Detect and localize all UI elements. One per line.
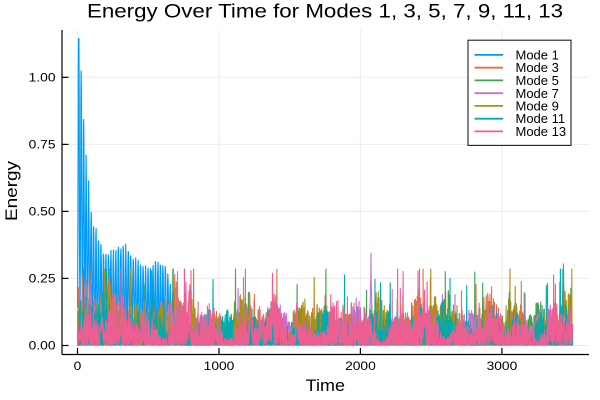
svg-text:1000: 1000 [204,360,235,373]
svg-text:0.00: 0.00 [29,340,56,353]
svg-text:0.50: 0.50 [29,206,56,219]
svg-text:0.75: 0.75 [29,139,56,152]
svg-text:Mode 9: Mode 9 [516,99,559,114]
svg-text:Energy: Energy [2,161,21,221]
svg-text:Energy Over Time for Modes 1,: Energy Over Time for Modes 1, 3, 5, 7, 9… [87,1,563,22]
svg-text:0: 0 [74,360,82,373]
svg-text:2000: 2000 [345,360,376,373]
svg-text:Mode 11: Mode 11 [516,111,566,126]
svg-text:Mode 7: Mode 7 [516,86,559,101]
svg-text:Mode 3: Mode 3 [516,60,559,75]
svg-text:Mode 1: Mode 1 [516,48,559,63]
svg-text:Mode 13: Mode 13 [516,124,567,139]
svg-text:3000: 3000 [487,360,518,373]
svg-text:Time: Time [306,376,345,395]
svg-text:0.25: 0.25 [29,273,56,286]
svg-text:Mode 5: Mode 5 [516,73,559,88]
svg-text:1.00: 1.00 [29,71,56,84]
